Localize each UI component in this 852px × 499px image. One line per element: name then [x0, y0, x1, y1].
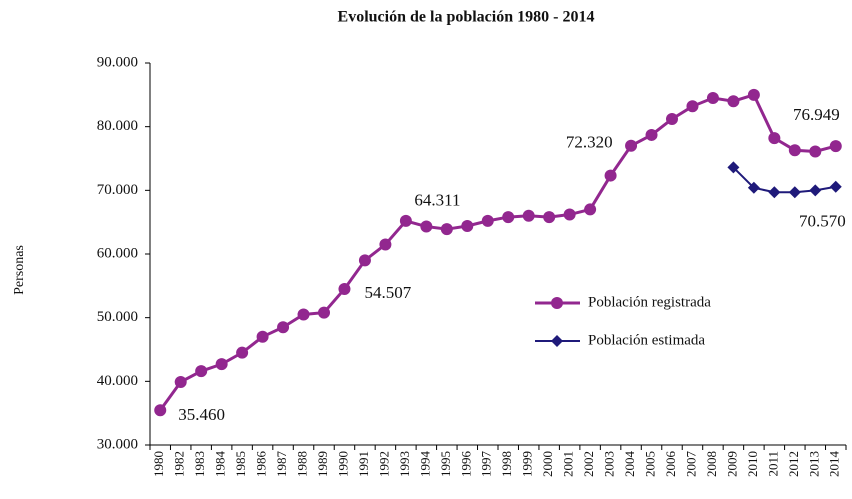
x-tick-label: 1982 — [172, 451, 187, 477]
point — [461, 219, 474, 232]
point — [481, 214, 494, 227]
x-tick-label: 2007 — [683, 451, 698, 478]
data-label: 54.507 — [364, 283, 411, 302]
point — [379, 238, 392, 251]
data-label: 64.311 — [414, 190, 460, 209]
x-tick-label: 1999 — [520, 451, 535, 477]
point — [604, 169, 617, 182]
point — [154, 404, 167, 417]
x-tick-label: 1983 — [192, 451, 207, 477]
x-tick-label: 1985 — [233, 451, 248, 477]
x-tick-label: 2011 — [765, 451, 780, 477]
point — [318, 306, 330, 319]
point — [358, 254, 371, 267]
y-tick-label: 90.000 — [97, 54, 138, 70]
y-tick-label: 70.000 — [97, 182, 138, 198]
series-line — [159, 93, 837, 412]
point — [666, 113, 678, 126]
point — [747, 88, 760, 101]
legend-label: Población estimada — [588, 332, 705, 348]
point — [809, 184, 822, 197]
x-tick-label: 2004 — [622, 451, 637, 478]
x-tick-label: 1987 — [274, 451, 289, 478]
x-tick-label: 2008 — [704, 451, 719, 477]
point — [584, 203, 597, 216]
point — [256, 330, 269, 343]
x-tick-label: 1997 — [479, 451, 494, 478]
point — [502, 211, 515, 224]
x-tick-label: 2009 — [724, 451, 739, 477]
point — [829, 140, 842, 153]
y-tick-label: 60.000 — [97, 245, 138, 261]
point — [420, 220, 433, 233]
x-tick-label: 2005 — [643, 451, 658, 477]
point — [727, 161, 740, 174]
point — [563, 208, 576, 221]
x-tick-label: 2014 — [827, 451, 842, 478]
x-tick-label: 2013 — [806, 451, 821, 477]
point — [297, 308, 310, 321]
legend — [530, 287, 745, 355]
x-tick-label: 1984 — [213, 451, 228, 478]
y-tick-label: 50.000 — [97, 309, 138, 325]
x-tick-label: 1990 — [335, 451, 350, 477]
y-axis-title: Personas — [12, 245, 27, 295]
y-tick-label: 40.000 — [97, 373, 138, 389]
x-tick-label: 1980 — [151, 451, 166, 477]
point — [747, 181, 760, 194]
x-tick-label: 1992 — [376, 451, 391, 477]
point — [686, 100, 699, 113]
point — [236, 346, 249, 359]
x-tick-label: 2006 — [663, 451, 678, 478]
point — [645, 128, 658, 141]
data-label: 76.949 — [793, 105, 840, 124]
point — [788, 186, 801, 199]
point — [399, 214, 412, 227]
point — [768, 132, 781, 145]
x-tick-label: 1986 — [254, 451, 269, 478]
point — [809, 145, 822, 158]
point — [543, 211, 556, 224]
data-label: 70.570 — [799, 212, 846, 231]
data-label: 72.320 — [566, 132, 613, 151]
x-tick-label: 2003 — [602, 451, 617, 477]
legend-marker — [551, 297, 563, 309]
legend-label: Población registrada — [588, 294, 711, 310]
chart-title: Evolución de la población 1980 - 2014 — [338, 9, 595, 26]
point — [829, 180, 842, 193]
x-tick-label: 1998 — [499, 451, 514, 477]
point — [440, 223, 453, 236]
x-tick-label: 2000 — [540, 451, 555, 477]
x-tick-label: 2010 — [745, 451, 760, 477]
x-tick-label: 2002 — [581, 451, 596, 477]
y-tick-label: 80.000 — [97, 118, 138, 134]
point — [174, 375, 187, 388]
point — [625, 139, 638, 152]
x-tick-label: 1989 — [315, 451, 330, 477]
point — [727, 95, 740, 108]
x-tick-label: 1996 — [458, 451, 473, 478]
point — [706, 92, 719, 105]
point — [788, 144, 801, 157]
point — [277, 321, 290, 334]
x-tick-label: 1991 — [356, 451, 371, 477]
x-tick-label: 2012 — [786, 451, 801, 477]
point — [338, 282, 351, 295]
x-tick-label: 1994 — [417, 451, 432, 478]
data-label: 35.460 — [178, 405, 225, 424]
point — [215, 358, 228, 371]
y-tick-label: 30.000 — [97, 436, 138, 452]
point — [195, 365, 208, 378]
point — [768, 186, 781, 199]
x-tick-label: 1993 — [397, 451, 412, 477]
x-tick-label: 1988 — [295, 451, 310, 477]
x-tick-label: 1995 — [438, 451, 453, 477]
x-tick-label: 2001 — [561, 451, 576, 477]
point — [522, 209, 535, 222]
legend-marker — [551, 335, 563, 347]
